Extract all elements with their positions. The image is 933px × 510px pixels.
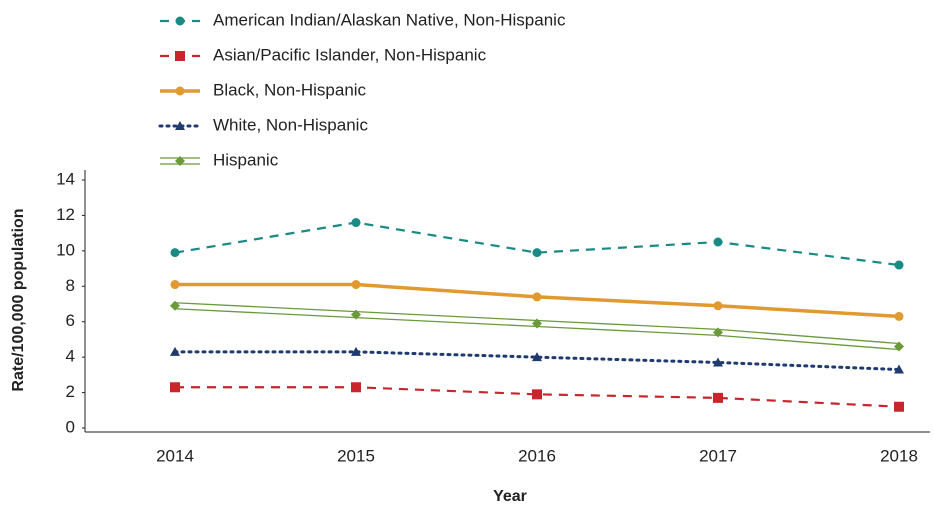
x-tick-label: 2015 — [337, 446, 375, 465]
x-tick-label: 2017 — [699, 446, 737, 465]
marker — [351, 346, 361, 356]
legend-marker — [175, 86, 185, 96]
y-tick-label: 12 — [56, 205, 75, 224]
marker — [351, 280, 361, 290]
legend-marker — [175, 121, 185, 130]
x-tick-label: 2016 — [518, 446, 556, 465]
legend-label: Hispanic — [213, 150, 279, 169]
series-line — [174, 221, 900, 267]
marker — [170, 346, 180, 356]
marker — [351, 218, 361, 228]
x-tick-label: 2014 — [156, 446, 194, 465]
marker — [713, 327, 723, 338]
marker — [170, 280, 180, 290]
legend-label: Black, Non-Hispanic — [213, 80, 367, 99]
marker — [713, 237, 723, 247]
series-line — [174, 308, 900, 351]
y-tick-label: 6 — [66, 311, 75, 330]
marker — [894, 364, 904, 374]
marker — [170, 248, 180, 258]
marker — [532, 352, 542, 362]
legend-label: Asian/Pacific Islander, Non-Hispanic — [213, 45, 487, 64]
legend-marker — [175, 16, 185, 26]
marker — [894, 341, 904, 352]
legend-label: White, Non-Hispanic — [213, 115, 368, 134]
marker — [532, 248, 542, 258]
legend-marker — [175, 156, 185, 166]
y-tick-label: 0 — [66, 417, 75, 436]
marker — [532, 389, 542, 400]
marker — [170, 382, 180, 393]
marker — [894, 260, 904, 270]
series-line — [175, 386, 900, 408]
marker — [713, 301, 723, 311]
marker — [532, 318, 542, 329]
y-axis-title: Rate/100,000 population — [10, 208, 27, 391]
marker — [713, 392, 723, 403]
y-tick-label: 8 — [66, 276, 75, 295]
x-tick-label: 2018 — [880, 446, 918, 465]
y-tick-label: 4 — [66, 347, 75, 366]
y-tick-label: 2 — [66, 382, 75, 401]
legend-label: American Indian/Alaskan Native, Non-Hisp… — [213, 10, 566, 29]
marker — [170, 300, 180, 311]
marker — [894, 401, 904, 412]
y-tick-label: 10 — [56, 240, 75, 259]
marker — [532, 292, 542, 302]
marker — [351, 382, 361, 393]
y-tick-label: 14 — [56, 169, 75, 188]
legend-marker — [175, 51, 185, 61]
marker — [351, 309, 361, 320]
marker — [713, 357, 723, 367]
x-axis-title: Year — [493, 488, 527, 505]
series-line — [173, 350, 901, 372]
marker — [894, 311, 904, 321]
